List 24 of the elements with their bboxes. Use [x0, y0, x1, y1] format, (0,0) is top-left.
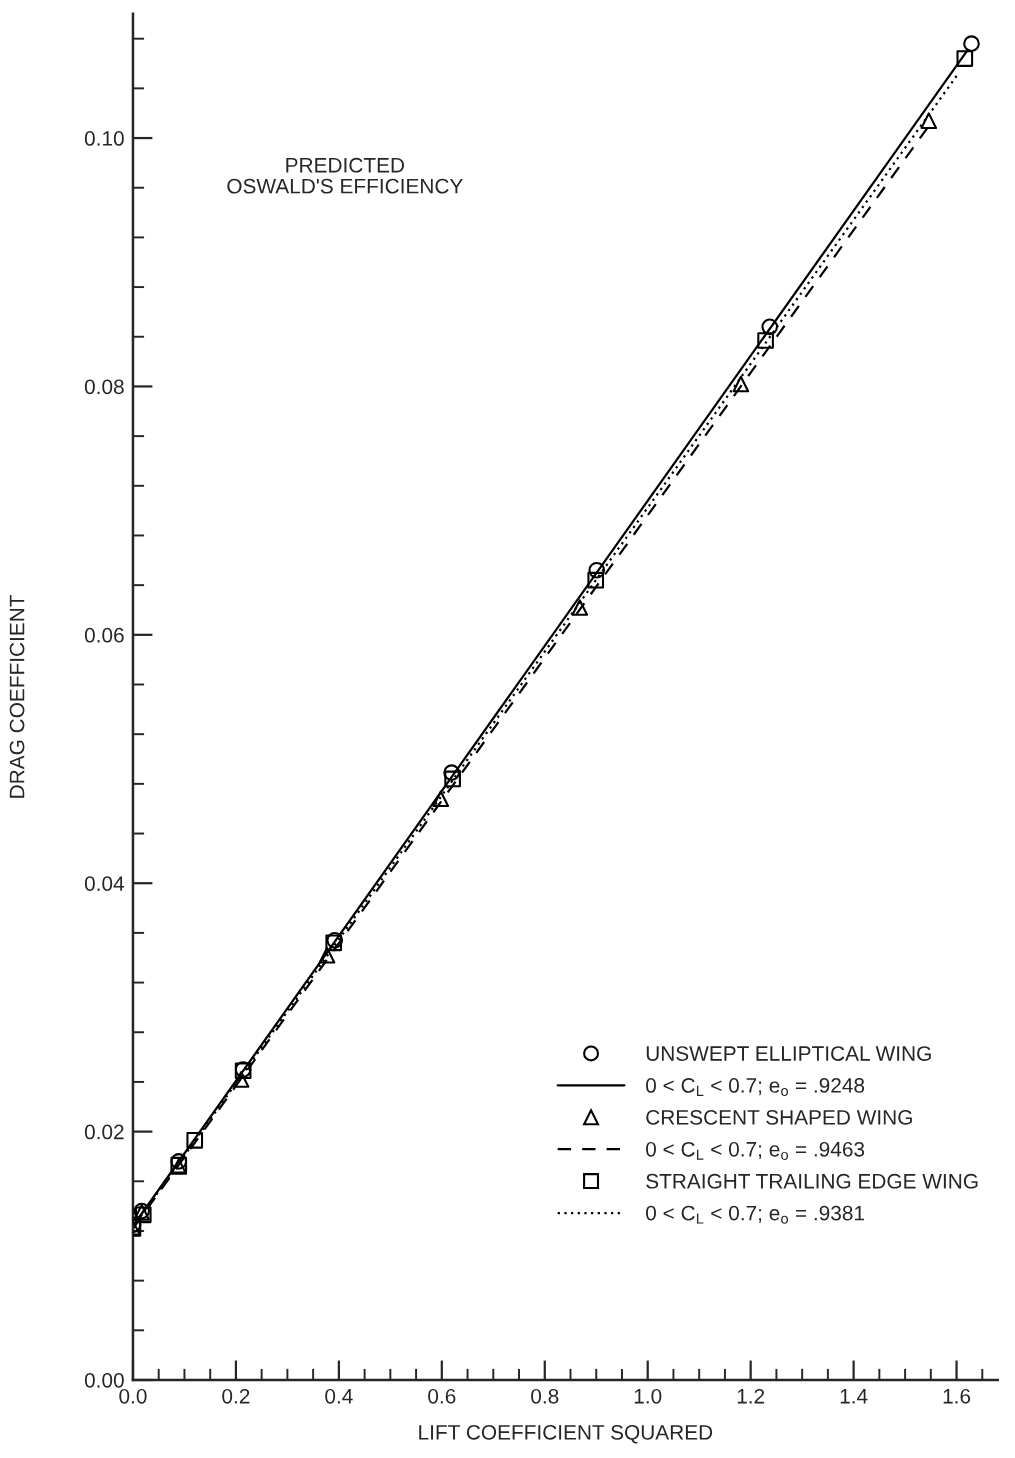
annotation: PREDICTED OSWALD'S EFFICIENCY	[227, 157, 463, 194]
x-tick-label: 1.0	[634, 1388, 662, 1404]
x-tick-label: 1.4	[840, 1389, 868, 1404]
legend-label: UNSWEPT ELLIPTICAL WING	[646, 1046, 931, 1061]
x-tick-label: 0.8	[531, 1388, 559, 1404]
x-axis-title: LIFT COEFFICIENT SQUARED	[419, 1424, 713, 1444]
legend-label: 0 < C$_{L}$ < 0.7; e$_{o}$ = .9381	[646, 1205, 865, 1224]
x-tick-label: 1.6	[943, 1388, 971, 1404]
x-tick-label: 0.6	[428, 1388, 456, 1404]
x-tick-label: 0.0	[119, 1388, 147, 1404]
x-tick-label: 1.2	[737, 1388, 765, 1404]
legend-label: 0 < C$_{L}$ < 0.7; e$_{o}$ = .9463	[646, 1141, 865, 1160]
y-tick-label: 0.02	[84, 1124, 124, 1140]
y-tick-label: 0.04	[84, 876, 125, 891]
x-tick-label: 0.2	[222, 1388, 250, 1404]
legend-label: CRESCENT SHAPED WING	[646, 1110, 912, 1125]
y-tick-label: 0.10	[84, 131, 124, 146]
legend-label: 0 < C$_{L}$ < 0.7; e$_{o}$ = .9248	[646, 1078, 865, 1097]
y-tick-label: 0.06	[84, 627, 124, 643]
y-axis-title: DRAG COEFFICIENT	[9, 594, 25, 798]
y-tick-label: 0.08	[84, 379, 124, 395]
legend-label: STRAIGHT TRAILING EDGE WING	[646, 1173, 978, 1189]
x-tick-label: 0.4	[325, 1388, 353, 1404]
y-tick-label: 0.00	[84, 1373, 124, 1388]
